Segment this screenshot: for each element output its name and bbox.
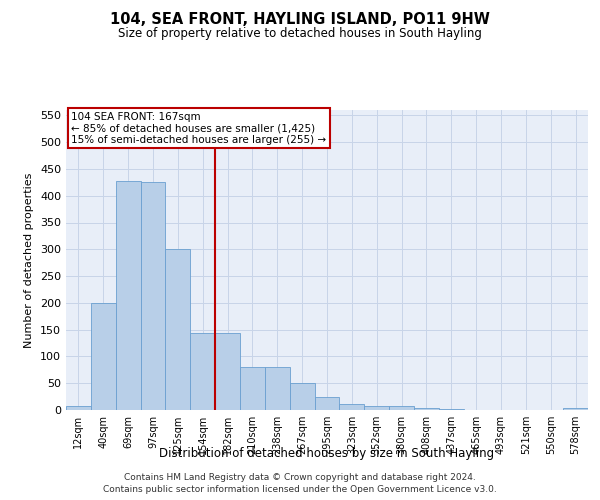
Bar [314,397,340,410]
Bar [340,404,364,410]
Text: 104, SEA FRONT, HAYLING ISLAND, PO11 9HW: 104, SEA FRONT, HAYLING ISLAND, PO11 9HW [110,12,490,28]
Text: Size of property relative to detached houses in South Hayling: Size of property relative to detached ho… [118,28,482,40]
Bar [389,406,414,410]
Text: Contains HM Land Registry data © Crown copyright and database right 2024.: Contains HM Land Registry data © Crown c… [124,472,476,482]
Bar [563,408,588,410]
Y-axis label: Number of detached properties: Number of detached properties [25,172,34,348]
Bar [215,334,240,410]
Bar [290,383,314,410]
Bar [166,250,190,410]
Bar [414,408,439,410]
Bar [91,303,116,410]
Bar [240,367,265,410]
Bar [364,406,389,410]
Bar [265,367,290,410]
Bar [439,409,464,410]
Text: Distribution of detached houses by size in South Hayling: Distribution of detached houses by size … [160,448,494,460]
Text: 104 SEA FRONT: 167sqm
← 85% of detached houses are smaller (1,425)
15% of semi-d: 104 SEA FRONT: 167sqm ← 85% of detached … [71,112,326,144]
Bar [66,406,91,410]
Bar [140,182,166,410]
Bar [116,180,140,410]
Text: Contains public sector information licensed under the Open Government Licence v3: Contains public sector information licen… [103,485,497,494]
Bar [190,334,215,410]
